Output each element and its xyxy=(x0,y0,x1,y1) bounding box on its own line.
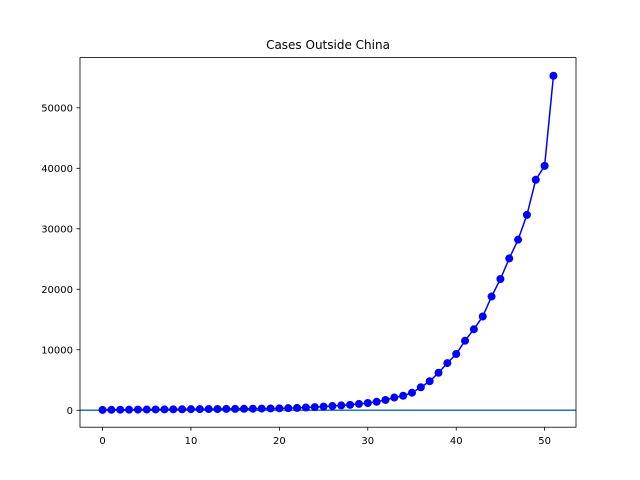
data-point xyxy=(452,350,461,359)
data-point xyxy=(310,403,319,412)
data-point xyxy=(425,377,434,386)
data-point xyxy=(487,292,496,301)
data-point xyxy=(125,405,134,414)
series-line xyxy=(102,75,555,411)
x-tick-label: 20 xyxy=(273,436,286,447)
data-point xyxy=(275,404,284,413)
data-point xyxy=(407,388,416,397)
data-point xyxy=(116,405,125,414)
data-point xyxy=(505,254,514,263)
data-point xyxy=(257,404,266,413)
data-point xyxy=(284,404,293,413)
x-tick-label: 10 xyxy=(185,436,198,447)
data-point xyxy=(240,404,249,413)
data-point xyxy=(469,325,478,334)
data-point xyxy=(266,404,275,413)
data-point xyxy=(248,404,257,413)
y-tick-label: 30000 xyxy=(41,224,73,235)
data-point xyxy=(301,403,310,412)
data-point xyxy=(98,405,107,414)
data-point xyxy=(337,401,346,410)
data-point xyxy=(478,312,487,321)
data-point xyxy=(169,405,178,414)
data-point xyxy=(549,71,558,80)
data-point xyxy=(186,405,195,414)
data-point xyxy=(443,359,452,368)
data-point xyxy=(328,402,337,411)
data-point xyxy=(372,397,381,406)
data-point xyxy=(531,175,540,184)
data-point xyxy=(346,400,355,409)
data-point xyxy=(381,395,390,404)
data-point xyxy=(293,403,302,412)
data-point xyxy=(461,336,470,345)
data-point xyxy=(204,405,213,414)
axes-frame xyxy=(79,57,577,428)
data-point xyxy=(514,235,523,244)
data-point xyxy=(363,399,372,408)
data-point xyxy=(434,368,443,377)
data-point xyxy=(160,405,169,414)
ticks-layer: 0 10 20 30 40 50 0 10000 20000 30000 40000 50000 xyxy=(41,103,551,447)
data-point xyxy=(107,405,116,414)
x-tick-label: 50 xyxy=(538,436,551,447)
data-point xyxy=(390,393,399,402)
data-point xyxy=(399,391,408,400)
y-tick-label: 40000 xyxy=(41,164,73,175)
y-tick-label: 10000 xyxy=(41,345,73,356)
y-tick-label: 20000 xyxy=(41,285,73,296)
y-tick-label: 0 xyxy=(67,406,73,417)
x-tick-label: 30 xyxy=(361,436,374,447)
data-point xyxy=(133,405,142,414)
data-point xyxy=(222,404,231,413)
y-tick-label: 50000 xyxy=(41,103,73,114)
plot-layer xyxy=(80,71,576,414)
data-point xyxy=(354,399,363,408)
chart-title: Cases Outside China xyxy=(266,38,390,52)
data-point xyxy=(540,161,549,170)
data-point xyxy=(319,402,328,411)
data-point xyxy=(151,405,160,414)
data-point xyxy=(416,383,425,392)
data-point xyxy=(496,274,505,283)
data-point xyxy=(231,404,240,413)
data-point xyxy=(522,210,531,219)
x-tick-label: 40 xyxy=(450,436,463,447)
data-point xyxy=(213,404,222,413)
x-tick-label: 0 xyxy=(99,436,105,447)
data-point xyxy=(195,405,204,414)
data-point xyxy=(178,405,187,414)
data-point xyxy=(142,405,151,414)
